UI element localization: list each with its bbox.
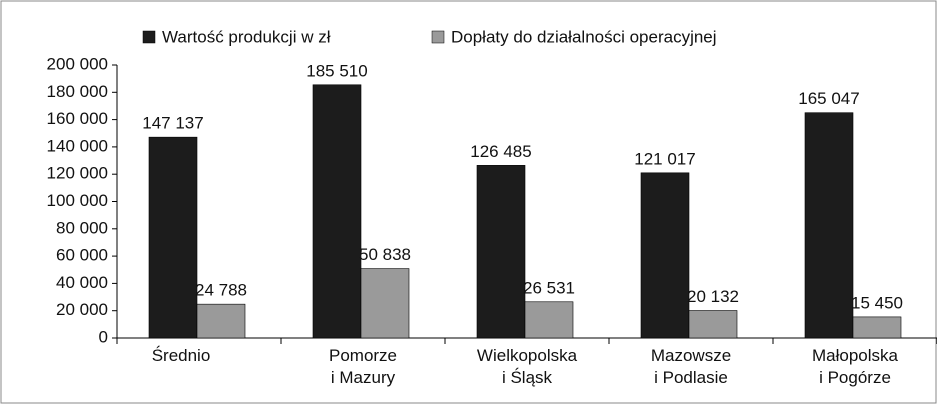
y-tick-label: 100 000 xyxy=(47,191,108,210)
data-label: 126 485 xyxy=(470,142,531,161)
data-label: 24 788 xyxy=(195,281,247,300)
y-tick-label: 0 xyxy=(99,327,108,346)
data-label: 165 047 xyxy=(798,89,859,108)
y-tick-label: 40 000 xyxy=(56,273,108,292)
y-tick-label: 140 000 xyxy=(47,136,108,155)
bar xyxy=(804,112,854,339)
bar xyxy=(148,136,198,339)
y-tick-label: 20 000 xyxy=(56,300,108,319)
y-tick-label: 180 000 xyxy=(47,82,108,101)
x-tick-label: Średnio xyxy=(151,346,211,365)
bar xyxy=(688,310,738,339)
bar xyxy=(640,172,690,339)
x-tick-label: Małopolska i Pogórze xyxy=(812,346,898,387)
data-label: 26 531 xyxy=(523,278,575,297)
data-label: 20 132 xyxy=(687,287,739,306)
y-tick-label: 120 000 xyxy=(47,164,108,183)
y-tick-label: 160 000 xyxy=(47,109,108,128)
bar xyxy=(360,268,410,339)
bar xyxy=(196,303,246,339)
bar xyxy=(476,165,526,339)
x-tick-label: Wielkopolska i Śląsk xyxy=(476,346,578,387)
data-label: 185 510 xyxy=(306,61,367,80)
data-label: 50 838 xyxy=(359,245,411,264)
data-label: 15 450 xyxy=(851,293,903,312)
x-tick-label: Mazowsze i Podlasie xyxy=(650,346,732,387)
y-tick-label: 200 000 xyxy=(47,54,108,73)
data-label: 147 137 xyxy=(142,114,203,133)
bar xyxy=(524,301,574,339)
y-tick-label: 60 000 xyxy=(56,246,108,265)
y-tick-label: 80 000 xyxy=(56,218,108,237)
legend-swatch xyxy=(142,30,156,44)
bar xyxy=(312,84,362,339)
legend-label: Wartość produkcji w zł xyxy=(162,27,331,46)
legend-label: Dopłaty do działalności operacyjnej xyxy=(451,27,717,46)
bar xyxy=(852,316,902,339)
legend-swatch xyxy=(431,30,445,44)
x-tick-label: Pomorze i Mazury xyxy=(328,346,398,387)
data-label: 121 017 xyxy=(634,149,695,168)
